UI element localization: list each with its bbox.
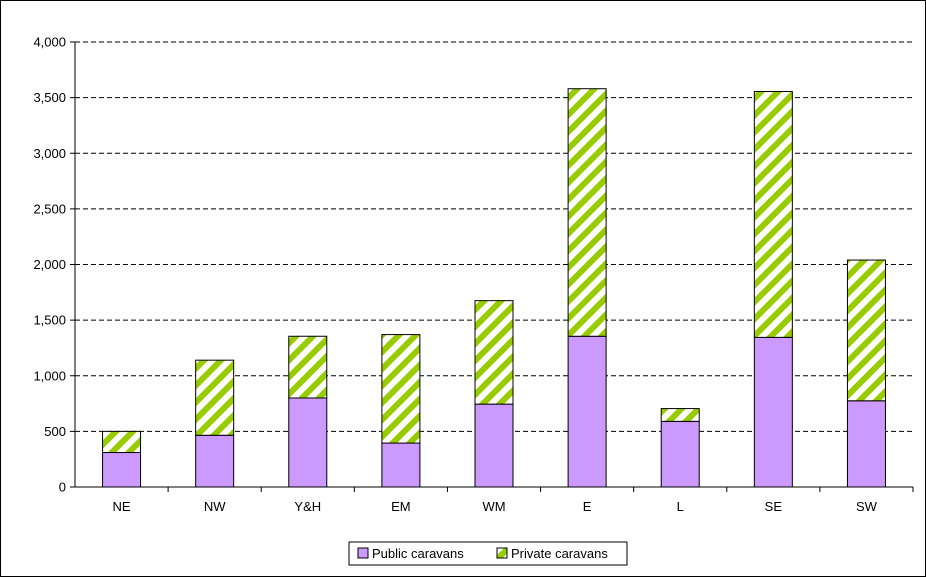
x-tick-label: E bbox=[583, 499, 592, 514]
legend-swatch-private bbox=[496, 547, 508, 559]
bar-public-caravans bbox=[288, 397, 328, 488]
y-tick-label: 3,500 bbox=[33, 90, 66, 105]
bar-public-caravans bbox=[102, 452, 142, 488]
bar-private-caravans bbox=[474, 300, 514, 405]
x-tick-label: NE bbox=[113, 499, 131, 514]
x-tick-label: Y&H bbox=[294, 499, 321, 514]
bar-private-caravans bbox=[846, 259, 886, 402]
y-tick-label: 500 bbox=[44, 424, 66, 439]
legend-label-public: Public caravans bbox=[372, 546, 464, 561]
bar-private-caravans bbox=[288, 335, 328, 399]
bar-private-caravans bbox=[660, 408, 700, 422]
x-tick-label: WM bbox=[482, 499, 505, 514]
x-tick-label: EM bbox=[391, 499, 411, 514]
x-tick-labels: NE NW Y&H EM WM E L SE SW bbox=[113, 499, 878, 514]
y-tick-label: 1,500 bbox=[33, 313, 66, 328]
y-tick-label: 3,000 bbox=[33, 146, 66, 161]
y-tick-label: 1,000 bbox=[33, 368, 66, 383]
bar-private-caravans bbox=[102, 430, 142, 454]
y-tick-label: 0 bbox=[59, 480, 66, 495]
bar-public-caravans bbox=[753, 336, 793, 488]
bars bbox=[102, 88, 886, 488]
bar-public-caravans bbox=[567, 335, 607, 488]
bar-public-caravans bbox=[660, 420, 700, 488]
axes bbox=[70, 41, 914, 492]
y-tick-label: 2,500 bbox=[33, 201, 66, 216]
bar-public-caravans bbox=[474, 403, 514, 488]
y-tick-labels: 0 500 1,000 1,500 2,000 2,500 3,000 3,500 4,000 bbox=[33, 35, 66, 495]
y-tick-label: 2,000 bbox=[33, 257, 66, 272]
legend-label-private: Private caravans bbox=[511, 546, 608, 561]
y-tick-label: 4,000 bbox=[33, 35, 66, 50]
x-tick-label: SE bbox=[765, 499, 783, 514]
legend-swatch-public bbox=[357, 547, 369, 559]
bar-private-caravans bbox=[753, 91, 793, 338]
bar-public-caravans bbox=[846, 400, 886, 488]
bar-public-caravans bbox=[195, 434, 235, 488]
bar-private-caravans bbox=[381, 334, 421, 444]
bar-private-caravans bbox=[567, 88, 607, 337]
bar-public-caravans bbox=[381, 442, 421, 488]
x-tick-label: L bbox=[677, 499, 684, 514]
legend: Public caravans Private caravans bbox=[348, 541, 628, 566]
x-tick-label: NW bbox=[204, 499, 226, 514]
bar-private-caravans bbox=[195, 359, 235, 436]
legend-box bbox=[348, 541, 628, 566]
x-tick-label: SW bbox=[856, 499, 878, 514]
